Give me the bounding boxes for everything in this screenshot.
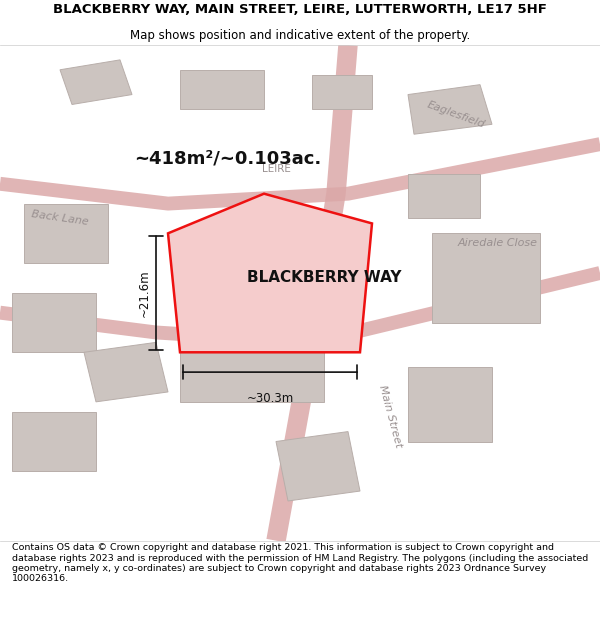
Polygon shape — [24, 204, 108, 263]
Polygon shape — [180, 70, 264, 109]
Text: Airedale Close: Airedale Close — [458, 238, 538, 248]
Text: ~21.6m: ~21.6m — [137, 269, 151, 317]
Polygon shape — [168, 194, 372, 352]
Polygon shape — [180, 352, 324, 402]
Text: Contains OS data © Crown copyright and database right 2021. This information is : Contains OS data © Crown copyright and d… — [12, 543, 588, 583]
Text: Map shows position and indicative extent of the property.: Map shows position and indicative extent… — [130, 29, 470, 42]
Polygon shape — [432, 233, 540, 322]
Polygon shape — [408, 367, 492, 441]
Polygon shape — [12, 412, 96, 471]
Text: LEIRE: LEIRE — [262, 164, 290, 174]
Polygon shape — [408, 84, 492, 134]
Text: Eaglesfield: Eaglesfield — [425, 99, 487, 129]
Text: ~30.3m: ~30.3m — [247, 392, 293, 405]
Text: ~418m²/~0.103ac.: ~418m²/~0.103ac. — [134, 150, 322, 168]
Polygon shape — [276, 432, 360, 501]
Polygon shape — [312, 75, 372, 109]
Polygon shape — [408, 174, 480, 219]
Text: Main Street: Main Street — [377, 384, 403, 449]
Text: BLACKBERRY WAY: BLACKBERRY WAY — [247, 271, 401, 286]
Text: BLACKBERRY WAY, MAIN STREET, LEIRE, LUTTERWORTH, LE17 5HF: BLACKBERRY WAY, MAIN STREET, LEIRE, LUTT… — [53, 3, 547, 16]
Polygon shape — [84, 342, 168, 402]
Polygon shape — [60, 60, 132, 104]
Text: Back Lane: Back Lane — [31, 209, 89, 227]
Polygon shape — [12, 292, 96, 352]
